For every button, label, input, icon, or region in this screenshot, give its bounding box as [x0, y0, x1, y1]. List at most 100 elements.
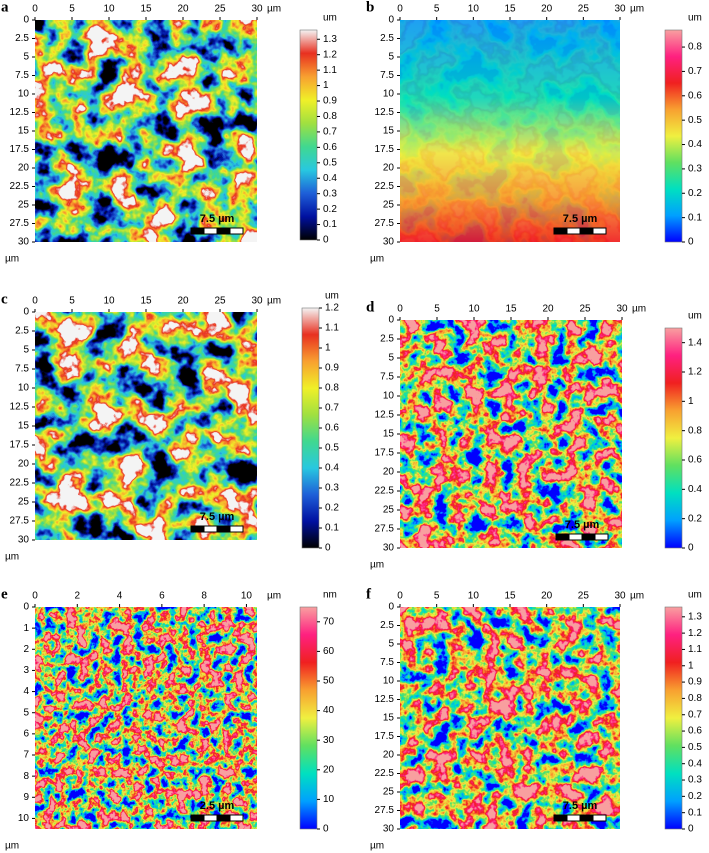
y-tick-label: 15	[18, 126, 30, 137]
colorbar-unit: um	[323, 13, 337, 24]
y-tick-label: 17.5	[375, 144, 395, 155]
x-tick-label: 5	[434, 591, 440, 602]
y-tick-label: 17.5	[375, 731, 395, 742]
colorbar-tick-label: 0.6	[688, 455, 702, 466]
y-tick-label: 27.5	[375, 524, 395, 535]
afm-texture	[400, 20, 620, 242]
colorbar-tick-label: 0.5	[325, 443, 339, 454]
x-unit: µm	[632, 304, 646, 315]
scale-bar-segment	[579, 227, 594, 235]
colorbar-tick-label: 0.1	[688, 807, 702, 818]
colorbar-tick-label: 0.2	[688, 513, 702, 524]
colorbar-tick-label: 60	[323, 646, 335, 657]
y-tick-label: 30	[18, 535, 30, 546]
y-tick-label: 30	[18, 237, 30, 248]
x-tick-label: 0	[32, 296, 38, 307]
y-tick-label: 5	[23, 707, 29, 718]
x-tick-label: 0	[397, 304, 403, 315]
colorbar-tick-label: 0.1	[325, 523, 339, 534]
y-tick-label: 10	[18, 813, 30, 824]
panel-label: a	[1, 0, 9, 15]
colorbar-tick-label: 1	[323, 80, 329, 91]
x-tick-label: 0	[397, 591, 403, 602]
x-tick-label: 10	[468, 4, 480, 15]
y-tick-label: 22.5	[10, 478, 30, 489]
y-tick-label: 20	[383, 750, 395, 761]
x-tick-label: 15	[140, 4, 152, 15]
scale-bar-segment	[555, 533, 570, 541]
x-tick-label: 20	[542, 304, 554, 315]
y-tick-label: 12.5	[375, 107, 395, 118]
y-tick-label: 15	[383, 126, 395, 137]
y-tick-label: 22.5	[375, 768, 395, 779]
y-tick-label: 10	[383, 89, 395, 100]
x-unit: µm	[267, 4, 281, 15]
y-tick-label: 2	[23, 644, 29, 655]
y-tick-label: 7.5	[380, 70, 394, 81]
y-tick-label: 0	[388, 602, 394, 613]
x-unit: µm	[267, 591, 281, 602]
y-tick-label: 5	[23, 52, 29, 63]
y-tick-label: 6	[23, 728, 29, 739]
x-tick-label: 15	[140, 296, 152, 307]
panel-label: b	[366, 0, 374, 15]
colorbar-tick-label: 1.1	[323, 65, 337, 76]
y-tick-label: 27.5	[10, 218, 30, 229]
y-tick-label: 27.5	[375, 805, 395, 816]
y-tick-label: 27.5	[10, 516, 30, 527]
x-tick-label: 5	[69, 296, 75, 307]
colorbar-tick-label: 0.6	[323, 142, 337, 153]
colorbar-unit: um	[325, 291, 339, 302]
colorbar-tick-label: 0	[688, 543, 694, 554]
colorbar-tick-label: 0.2	[325, 503, 339, 514]
scale-bar-segment	[592, 814, 607, 822]
y-unit: µm	[370, 560, 384, 571]
x-tick-label: 0	[32, 4, 38, 15]
afm-image	[400, 607, 620, 829]
colorbar-tick-label: 1.3	[688, 611, 702, 622]
colorbar-tick-label: 1	[325, 343, 331, 354]
colorbar-tick-label: 30	[323, 735, 335, 746]
scale-bar-segment	[190, 814, 205, 822]
x-tick-label: 0	[32, 591, 38, 602]
y-tick-label: 2.5	[380, 33, 394, 44]
y-tick-label: 0	[388, 315, 394, 326]
x-tick-label: 20	[541, 591, 553, 602]
colorbar-tick-label: 1.2	[325, 303, 339, 314]
scale-bar-label: 7.5 µm	[565, 519, 600, 531]
colorbar-tick-label: 0.3	[323, 188, 337, 199]
colorbar-tick-label: 0.9	[323, 96, 337, 107]
scale-bar-segment	[203, 814, 218, 822]
y-tick-label: 22.5	[10, 181, 30, 192]
scale-bar-label: 7.5 µm	[563, 213, 598, 225]
x-tick-label: 30	[614, 4, 626, 15]
x-tick-label: 5	[69, 4, 75, 15]
x-tick-label: 8	[201, 591, 207, 602]
y-tick-label: 15	[18, 421, 30, 432]
scale-bar-segment	[216, 814, 231, 822]
y-tick-label: 12.5	[10, 402, 30, 413]
scale-bar-label: 7.5 µm	[563, 800, 598, 812]
x-tick-label: 10	[241, 591, 253, 602]
colorbar	[299, 29, 318, 241]
y-tick-label: 25	[18, 497, 30, 508]
panel-label: d	[366, 299, 375, 315]
y-tick-label: 5	[388, 353, 394, 364]
x-tick-label: 10	[103, 4, 115, 15]
y-tick-label: 10	[383, 391, 395, 402]
colorbar-tick-label: 0	[323, 824, 329, 835]
y-tick-label: 25	[383, 200, 395, 211]
x-tick-label: 20	[177, 4, 189, 15]
colorbar-tick-label: 10	[323, 794, 335, 805]
x-tick-label: 10	[103, 296, 115, 307]
y-tick-label: 0	[23, 15, 29, 26]
x-tick-label: 30	[614, 591, 626, 602]
colorbar-unit: um	[688, 13, 702, 24]
colorbar-tick-label: 1.2	[688, 367, 702, 378]
y-tick-label: 12.5	[375, 694, 395, 705]
colorbar	[664, 29, 683, 243]
y-tick-label: 22.5	[375, 486, 395, 497]
x-unit: µm	[267, 296, 281, 307]
colorbar-tick-label: 70	[323, 616, 335, 627]
